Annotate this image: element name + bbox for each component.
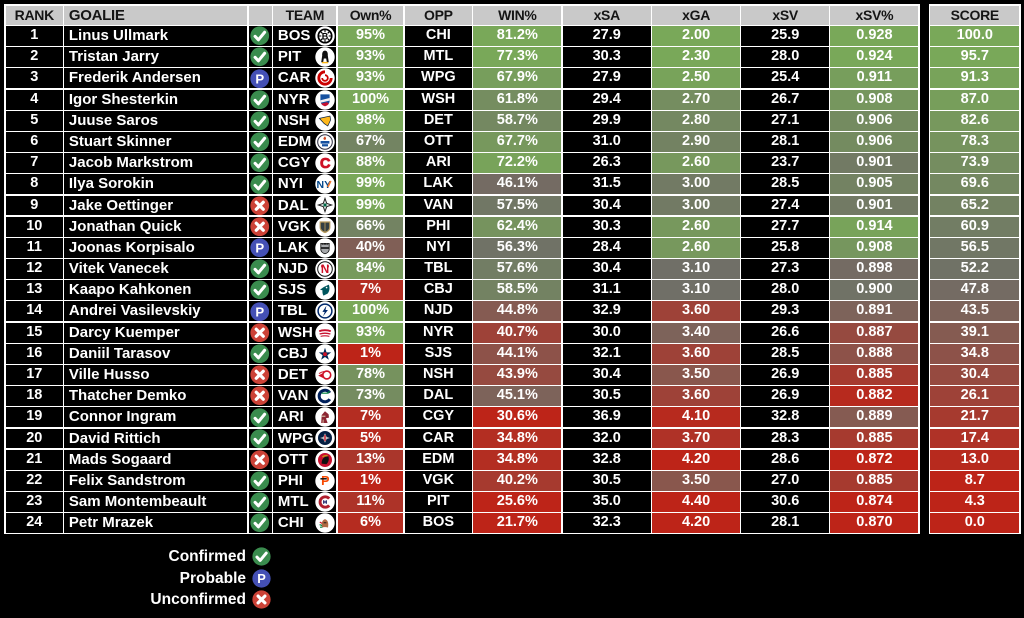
svg-text:P: P — [256, 71, 265, 86]
svg-text:P: P — [257, 571, 266, 586]
svg-text:P: P — [256, 241, 265, 256]
svg-text:N: N — [321, 264, 329, 276]
svg-text:P: P — [256, 304, 265, 319]
svg-text:B: B — [322, 31, 329, 41]
svg-text:C: C — [320, 156, 331, 172]
svg-text:P: P — [321, 474, 329, 488]
svg-text:NY: NY — [317, 179, 332, 191]
